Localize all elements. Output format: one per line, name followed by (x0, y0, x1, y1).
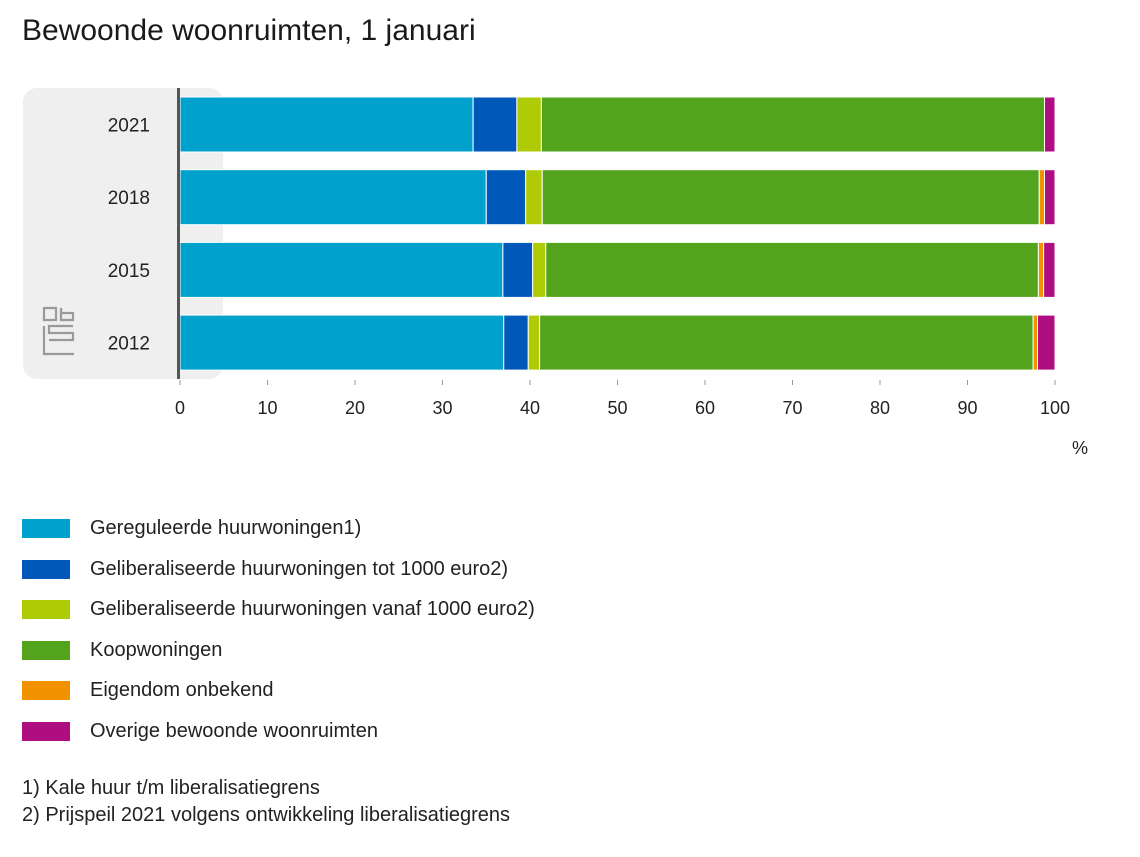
x-tick-label-40: 40 (520, 398, 540, 418)
bar-segment-2012-series-1 (179, 314, 505, 371)
bar-segment-2012-series-4 (539, 314, 1034, 371)
bar-segment-2015-series-1 (179, 241, 504, 298)
bar-segment-2018-series-3 (525, 169, 543, 226)
legend-item-3: Geliberaliseerde huurwoningen vanaf 1000… (22, 595, 535, 636)
footnote-2: 2) Prijspeil 2021 volgens ontwikkeling l… (22, 804, 511, 826)
legend-label-3: Geliberaliseerde huurwoningen vanaf 1000… (90, 598, 535, 620)
legend-label-1: Gereguleerde huurwoningen1) (90, 517, 362, 539)
bar-segment-2015-series-5 (1037, 241, 1045, 298)
bar-segment-2015-series-3 (532, 241, 547, 298)
legend-label-6: Overige bewoonde woonruimten (90, 719, 378, 742)
bar-segment-2012-series-3 (527, 314, 541, 371)
category-label-2015: 2015 (108, 261, 150, 282)
bar-segment-2021-series-1 (179, 96, 474, 153)
legend-swatch-5 (22, 681, 70, 700)
category-labels: 2021 2018 2015 2012 (108, 116, 150, 355)
x-tick-label-60: 60 (695, 398, 715, 418)
category-label-2018: 2018 (108, 188, 150, 209)
category-label-2021: 2021 (108, 116, 150, 137)
legend-label-2: Geliberaliseerde huurwoningen tot 1000 e… (90, 557, 509, 580)
legend-item-4: Koopwoningen (22, 636, 535, 677)
x-tick-label-10: 10 (257, 398, 277, 418)
footnote-1: 1) Kale huur t/m liberalisatiegrens (22, 777, 320, 799)
legend-item-6: Overige bewoonde woonruimten (22, 717, 535, 758)
chart-title: Bewoonde woonruimten, 1 januari (22, 14, 476, 47)
legend-item-5: Eigendom onbekend (22, 676, 535, 717)
legend-swatch-3 (22, 600, 70, 619)
legend-label-5: Eigendom onbekend (90, 679, 274, 701)
cbs-logo (42, 306, 75, 356)
legend-swatch-1 (22, 519, 70, 538)
legend-swatch-2 (22, 559, 70, 579)
x-tick-label-50: 50 (607, 398, 627, 418)
x-tick-label-80: 80 (870, 398, 890, 418)
bar-segment-2018-series-5 (1038, 169, 1045, 226)
x-tick-label-100: 100 (1040, 398, 1070, 418)
bar-segment-2021-series-4 (540, 96, 1045, 153)
x-tick-label-30: 30 (432, 398, 452, 418)
bars-group (179, 96, 1056, 371)
x-axis-ticks: 0 10 20 30 40 50 60 70 80 90 100 (175, 380, 1070, 418)
bar-segment-2018-series-1 (179, 169, 487, 226)
bar-segment-2015-series-6 (1043, 241, 1056, 298)
legend-label-4: Koopwoningen (90, 638, 223, 661)
bar-segment-2021-series-2 (472, 96, 518, 153)
bar-segment-2021-series-6 (1044, 96, 1056, 153)
legend-item-1: Gereguleerde huurwoningen1) (22, 514, 535, 555)
bar-segment-2015-series-4 (545, 241, 1039, 298)
x-tick-label-0: 0 (175, 398, 185, 418)
bar-segment-2012-series-6 (1037, 314, 1056, 371)
bar-segment-2012-series-2 (503, 314, 529, 371)
bar-segment-2021-series-3 (516, 96, 542, 153)
legend-swatch-6 (22, 721, 70, 741)
legend-swatch-4 (22, 640, 70, 660)
legend-item-2: Geliberaliseerde huurwoningen tot 1000 e… (22, 555, 535, 596)
bar-segment-2012-series-5 (1032, 314, 1038, 371)
x-axis-label: % (1072, 438, 1088, 458)
x-tick-label-20: 20 (345, 398, 365, 418)
x-tick-label-70: 70 (782, 398, 802, 418)
bar-segment-2018-series-6 (1044, 169, 1056, 226)
bar-segment-2018-series-2 (485, 169, 527, 226)
bar-segment-2015-series-2 (502, 241, 534, 298)
category-label-2012: 2012 (108, 334, 150, 355)
legend: Gereguleerde huurwoningen1) Geliberalisee… (22, 514, 535, 757)
category-panel (23, 88, 223, 379)
footnotes: 1) Kale huur t/m liberalisatiegrens 2) P… (22, 775, 510, 829)
x-tick-label-90: 90 (957, 398, 977, 418)
bar-segment-2018-series-4 (541, 169, 1040, 226)
